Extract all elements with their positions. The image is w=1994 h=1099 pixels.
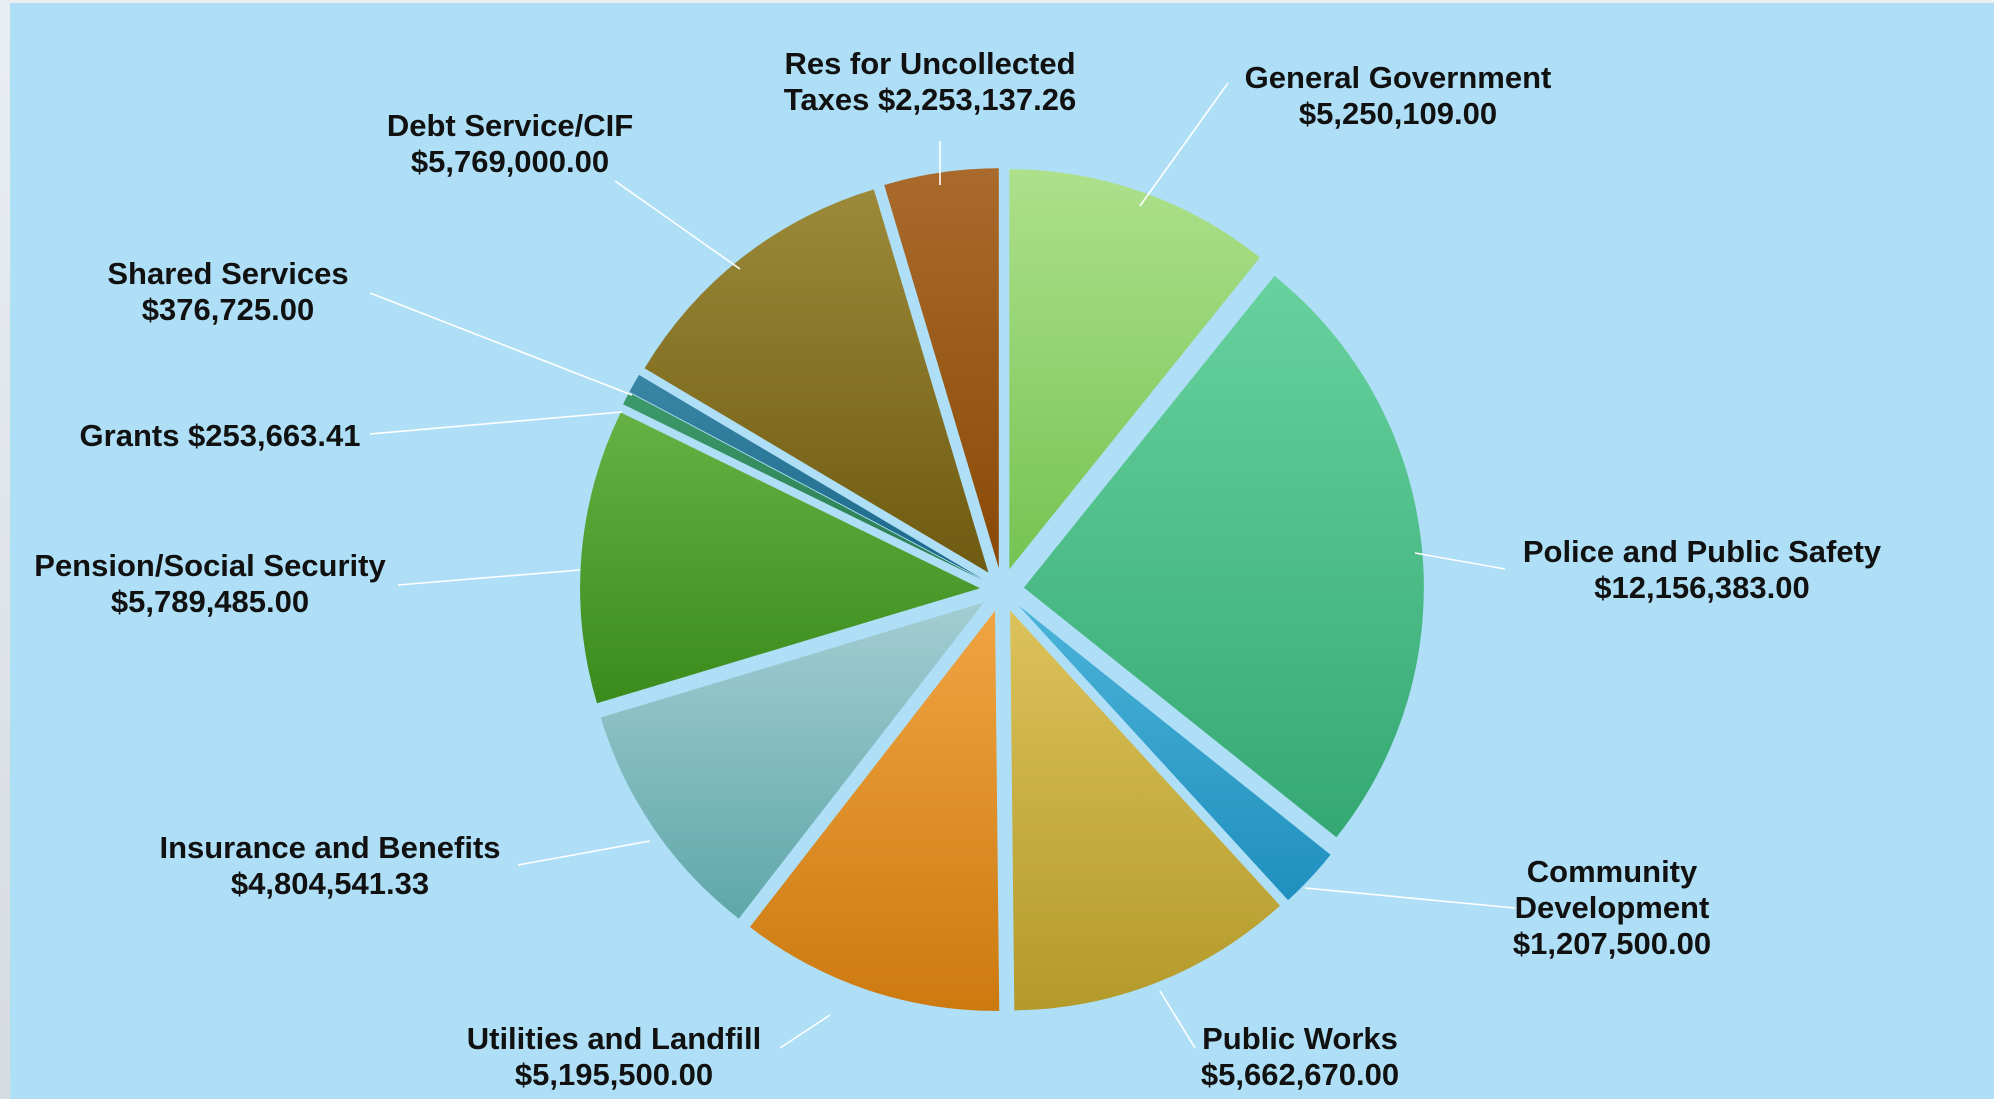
leader-line-utilities-and-landfill bbox=[779, 1014, 831, 1049]
data-label-line-insurance-and-benefits: $4,804,541.33 bbox=[231, 866, 429, 901]
pie-slice-insurance-and-benefits bbox=[600, 602, 984, 919]
data-label-line-grants: Grants $253,663.41 bbox=[80, 418, 361, 453]
leader-line-pension-social-security bbox=[397, 569, 581, 586]
data-label-pension-social-security: Pension/Social Security $5,789,485.00 bbox=[34, 548, 386, 619]
chart-area: General Government $5,250,109.00 Police an… bbox=[10, 3, 1994, 1099]
data-label-line-community-development: Development bbox=[1515, 890, 1710, 925]
data-label-insurance-and-benefits: Insurance and Benefits $4,804,541.33 bbox=[159, 830, 500, 901]
data-label-line-utilities-and-landfill: $5,195,500.00 bbox=[515, 1057, 713, 1092]
data-label-line-public-works: Public Works bbox=[1202, 1021, 1398, 1056]
data-label-line-debt-service-cif: $5,769,000.00 bbox=[411, 144, 609, 179]
data-label-line-community-development: $1,207,500.00 bbox=[1513, 926, 1711, 961]
data-label-line-insurance-and-benefits: Insurance and Benefits bbox=[159, 830, 500, 865]
leader-line-general-government bbox=[1139, 82, 1229, 207]
data-label-line-general-government: General Government bbox=[1245, 60, 1552, 95]
leader-line-insurance-and-benefits bbox=[517, 840, 651, 866]
data-label-line-debt-service-cif: Debt Service/CIF bbox=[387, 108, 633, 143]
data-label-line-police-and-public-safety: Police and Public Safety bbox=[1523, 534, 1882, 569]
data-label-line-general-government: $5,250,109.00 bbox=[1299, 96, 1497, 131]
leader-line-debt-service-cif bbox=[614, 180, 741, 270]
pie-slice-public-works bbox=[1010, 610, 1281, 1011]
pie-slice-debt-service-cif bbox=[644, 189, 989, 573]
data-label-shared-services: Shared Services $376,725.00 bbox=[107, 256, 348, 327]
pie-slice-police-and-public-safety bbox=[1023, 275, 1424, 838]
data-label-debt-service-cif: Debt Service/CIF $5,769,000.00 bbox=[387, 108, 633, 179]
pie-slice-grants bbox=[623, 392, 983, 581]
data-label-line-public-works: $5,662,670.00 bbox=[1201, 1057, 1399, 1092]
leader-line-community-development bbox=[1304, 887, 1516, 909]
pie-slice-community-development bbox=[1018, 605, 1331, 901]
data-label-line-res-for-uncollected-taxes: Taxes $2,253,137.26 bbox=[784, 82, 1076, 117]
data-label-line-pension-social-security: Pension/Social Security bbox=[34, 548, 386, 583]
data-label-res-for-uncollected-taxes: Res for Uncollected Taxes $2,253,137.26 bbox=[784, 46, 1076, 117]
pie-slice-res-for-uncollected-taxes bbox=[884, 168, 999, 569]
leader-line-shared-services bbox=[369, 292, 633, 396]
data-label-line-police-and-public-safety: $12,156,383.00 bbox=[1594, 570, 1810, 605]
data-label-line-shared-services: $376,725.00 bbox=[142, 292, 314, 327]
data-label-public-works: Public Works $5,662,670.00 bbox=[1201, 1021, 1399, 1092]
leader-line-police-and-public-safety bbox=[1414, 552, 1506, 570]
data-label-line-community-development: Community bbox=[1527, 854, 1698, 889]
data-label-line-shared-services: Shared Services bbox=[107, 256, 348, 291]
data-label-grants: Grants $253,663.41 bbox=[80, 418, 361, 453]
data-label-community-development: Community Development $1,207,500.00 bbox=[1513, 854, 1711, 961]
leader-line-public-works bbox=[1159, 990, 1196, 1049]
data-label-general-government: General Government $5,250,109.00 bbox=[1245, 60, 1552, 131]
data-label-line-res-for-uncollected-taxes: Res for Uncollected bbox=[784, 46, 1075, 81]
data-label-line-utilities-and-landfill: Utilities and Landfill bbox=[467, 1021, 762, 1056]
pie-slice-general-government bbox=[1009, 169, 1260, 570]
pie-chart: General Government $5,250,109.00 Police an… bbox=[34, 46, 1882, 1092]
pie-slice-utilities-and-landfill bbox=[749, 610, 1000, 1011]
leader-line-grants bbox=[369, 411, 623, 435]
pie-slice-pension-social-security bbox=[580, 412, 981, 704]
data-label-utilities-and-landfill: Utilities and Landfill $5,195,500.00 bbox=[467, 1021, 762, 1092]
data-label-police-and-public-safety: Police and Public Safety $12,156,383.00 bbox=[1523, 534, 1882, 605]
data-label-line-pension-social-security: $5,789,485.00 bbox=[111, 584, 309, 619]
pie-slice-shared-services bbox=[629, 374, 983, 580]
